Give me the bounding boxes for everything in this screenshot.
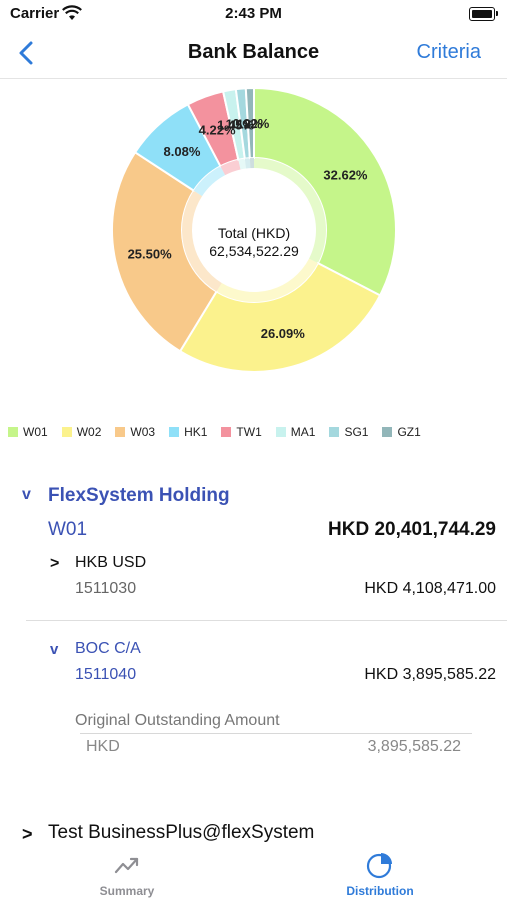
legend-label: MA1 [290,425,316,439]
status-bar: Carrier 2:43 PM [0,0,507,28]
group-name[interactable]: FlexSystem Holding [48,485,230,506]
legend-swatch [329,427,340,437]
donut-inner-ring-hk1 [193,166,226,197]
legend-label: W03 [130,425,156,439]
donut-slice-w03[interactable] [111,150,218,353]
back-chevron-icon[interactable] [12,38,42,68]
legend-swatch [221,427,232,437]
outstanding-currency: HKD [86,738,120,755]
chart-center-label: Total (HKD) [218,225,290,241]
account-amount: HKD 3,895,585.22 [364,666,496,683]
slice-value-label: 0.92% [232,116,269,131]
battery-icon [469,7,498,21]
chart-center-value: 62,534,522.29 [209,243,299,259]
legend-label: HK1 [184,425,208,439]
legend-swatch [8,427,18,437]
legend-swatch [115,427,126,437]
group-expand-chevron[interactable]: > [22,824,33,844]
tab-distribution-label: Distribution [346,884,414,898]
tab-summary-label: Summary [99,884,155,898]
slice-value-label: 1.45% [217,118,254,133]
account-name[interactable]: HKB USD [75,554,147,571]
tab-bar: Summary Distribution [0,848,507,900]
legend-label: GZ1 [397,425,421,439]
tab-summary[interactable]: Summary [0,848,254,900]
slice-value-label: 8.08% [164,144,201,159]
account-number: 1511030 [75,580,137,597]
group-total-amount: HKD 20,401,744.29 [328,519,496,540]
legend-swatch [275,427,286,437]
donut-chart-svg: 32.62% 26.09% 25.50% 8.08% 4.22%1.45%1.12%0.… [111,86,397,373]
group-code: W01 [48,519,88,540]
legend-item-w02[interactable]: W02 [61,425,102,439]
donut-inner-ring-w01 [254,158,326,264]
legend-label: W01 [23,425,48,439]
navigation-bar: Bank Balance Criteria [0,28,507,79]
account-expand-chevron[interactable]: > [50,555,60,572]
donut-slice-gz1[interactable] [244,86,255,160]
legend-swatch [61,427,72,437]
account-expand-chevron[interactable]: v [50,641,59,658]
carrier-label: Carrier [10,5,60,22]
slice-value-label: 32.62% [323,167,368,182]
account-number: 1511040 [75,666,137,683]
donut-inner-ring-w03 [181,190,222,292]
donut-inner-ring-ma1 [238,158,247,170]
bank-balance-donut-chart: 32.62% 26.09% 25.50% 8.08% 4.22% 1.45% 1.12% 0.… [0,78,507,408]
page-title: Bank Balance [187,41,320,63]
criteria-button[interactable]: Criteria [416,41,481,63]
slice-value-label: 26.09% [261,326,306,341]
tab-distribution[interactable]: Distribution [253,848,507,900]
donut-slice-w02[interactable] [178,261,382,373]
donut-inner-ring-sg1 [244,158,251,169]
legend-item-w03[interactable]: W03 [115,425,155,439]
legend-item-w01[interactable]: W01 [8,425,48,439]
legend-swatch [382,427,393,437]
donut-inner-ring-tw1 [220,159,241,176]
outstanding-title: Original Outstanding Amount [75,712,280,729]
wifi-icon [62,5,82,20]
legend-label: TW1 [236,425,262,439]
donut-inner-ring-w02 [216,258,318,302]
legend-label: SG1 [344,425,369,439]
donut-inner-ring-gz1 [249,158,254,169]
trend-line-icon [114,857,139,874]
slice-value-label: 4.22% [199,123,236,138]
outstanding-value: 3,895,585.22 [367,738,461,755]
legend-item-gz1[interactable]: GZ1 [382,425,421,439]
legend-item-hk1[interactable]: HK1 [169,425,207,439]
legend-item-sg1[interactable]: SG1 [329,425,368,439]
slice-value-label: 1.12% [226,116,263,131]
clock: 2:43 PM [225,5,282,22]
legend-label: W02 [76,425,102,439]
legend-item-ma1[interactable]: MA1 [275,425,316,439]
outstanding-divider [80,733,472,734]
chart-legend: W01 W02 W03 HK1 TW1 MA1 SG1 GZ1 [8,424,503,440]
account-amount: HKD 4,108,471.00 [364,580,496,597]
account-name[interactable]: BOC C/A [75,640,141,657]
donut-slice-w01[interactable] [253,86,397,297]
pie-chart-icon [366,853,392,879]
group-expand-chevron[interactable]: v [22,486,31,503]
group-name[interactable]: Test BusinessPlus@flexSystem [48,822,315,843]
legend-item-tw1[interactable]: TW1 [221,425,262,439]
slice-value-label: 25.50% [128,247,173,262]
account-divider [26,620,507,621]
legend-swatch [169,427,180,437]
